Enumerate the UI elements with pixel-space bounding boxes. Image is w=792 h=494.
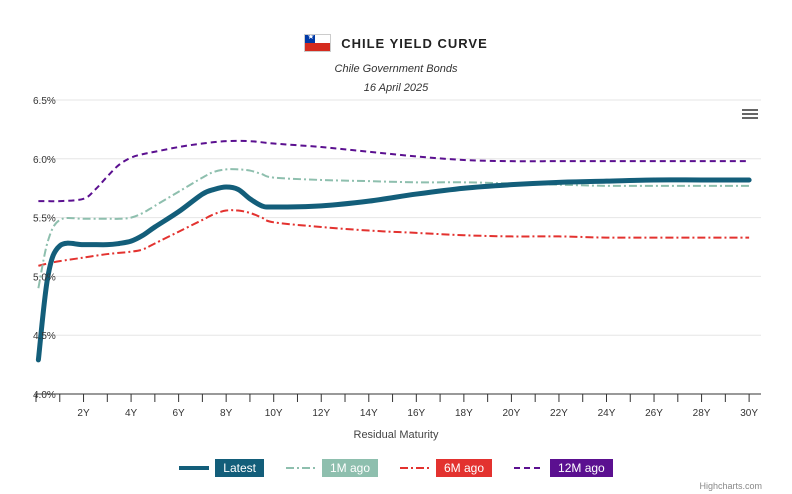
series-line-latest bbox=[35, 177, 752, 363]
x-tick-label: 26Y bbox=[645, 408, 663, 419]
y-tick-label: 5.0% bbox=[33, 272, 56, 283]
x-tick-label: 14Y bbox=[360, 408, 378, 419]
y-tick-label: 6.5% bbox=[33, 96, 56, 107]
x-tick-label: 10Y bbox=[265, 408, 283, 419]
chile-flag-icon: ★ bbox=[304, 34, 332, 52]
y-tick-label: 4.0% bbox=[33, 390, 56, 401]
x-axis-title: Residual Maturity bbox=[354, 429, 439, 441]
x-tick-label: 18Y bbox=[455, 408, 473, 419]
legend-label-latest: Latest bbox=[215, 459, 264, 477]
x-tick-label: 16Y bbox=[407, 408, 425, 419]
legend-item-6m-ago[interactable]: 6M ago bbox=[400, 459, 493, 477]
series-line-1m-ago bbox=[37, 168, 750, 289]
grid-lines bbox=[36, 99, 761, 395]
y-tick-label: 4.5% bbox=[33, 331, 56, 342]
x-tick-label: 2Y bbox=[77, 408, 90, 419]
hamburger-menu-icon[interactable] bbox=[742, 107, 758, 121]
x-tick-label: 30Y bbox=[740, 408, 758, 419]
legend-label-6m-ago: 6M ago bbox=[436, 459, 493, 477]
legend-item-1m-ago[interactable]: 1M ago bbox=[285, 459, 378, 477]
y-tick-label: 5.5% bbox=[33, 214, 56, 225]
legend-item-12m-ago[interactable]: 12M ago bbox=[514, 459, 613, 477]
x-tick-label: 20Y bbox=[503, 408, 521, 419]
y-tick-label: 6.0% bbox=[33, 155, 56, 166]
legend-item-latest[interactable]: Latest bbox=[179, 459, 264, 477]
x-tick-label: 28Y bbox=[693, 408, 711, 419]
series-line-6m-ago bbox=[38, 209, 750, 267]
series-line-12m-ago bbox=[38, 139, 750, 203]
legend-label-1m-ago: 1M ago bbox=[321, 459, 378, 477]
chart-date: 16 April 2025 bbox=[363, 82, 429, 94]
series-lines bbox=[35, 139, 752, 363]
x-tick-label: 22Y bbox=[550, 408, 568, 419]
legend-label-12m-ago: 12M ago bbox=[550, 459, 613, 477]
x-tick-label: 24Y bbox=[598, 408, 616, 419]
x-tick-label: 12Y bbox=[312, 408, 330, 419]
x-tick-label: 4Y bbox=[125, 408, 138, 419]
y-axis-labels: 4.0% 4.5% 5.0% 5.5% 6.0% 6.5% bbox=[33, 96, 56, 401]
chart-title: ★ CHILE YIELD CURVE bbox=[0, 34, 792, 57]
legend: Latest 1M ago 6M ago 12M ago bbox=[0, 459, 792, 477]
x-tick-label: 8Y bbox=[220, 408, 233, 419]
chart-title-text: CHILE YIELD CURVE bbox=[341, 35, 488, 51]
x-tick-label: 6Y bbox=[173, 408, 186, 419]
credits-link[interactable]: Highcharts.com bbox=[699, 481, 762, 491]
chart-subtitle: Chile Government Bonds bbox=[334, 63, 458, 75]
x-axis: 2Y 4Y 6Y 8Y 10Y 12Y 14Y 16Y 18Y 20Y 22Y 24Y 26Y 28Y 30… bbox=[35, 393, 761, 419]
